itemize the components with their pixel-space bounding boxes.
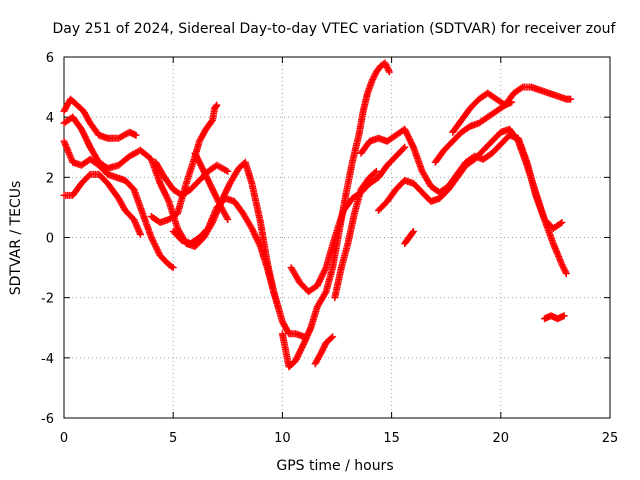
x-tick-label: 0 (60, 431, 68, 446)
data-point (213, 101, 221, 109)
data-point (224, 215, 232, 223)
data-point (136, 230, 144, 238)
data-point (567, 95, 575, 103)
data-point (409, 227, 417, 235)
y-tick-label: 4 (46, 111, 54, 126)
data-point (321, 265, 329, 273)
data-point (329, 333, 337, 341)
data-point (224, 167, 232, 175)
data-point (321, 289, 329, 297)
data-point (385, 67, 393, 75)
data-point (223, 214, 231, 222)
data-point (562, 268, 570, 276)
data-points (60, 59, 575, 371)
y-axis-label: SDTVAR / TECUs (8, 181, 24, 296)
data-point (508, 98, 516, 106)
x-tick-label: 10 (274, 431, 291, 446)
data-point (560, 312, 568, 320)
data-point (212, 102, 220, 110)
data-point (409, 229, 417, 237)
y-tick-label: -4 (41, 352, 54, 367)
y-tick-label: -6 (41, 412, 54, 427)
data-point (371, 169, 379, 177)
x-tick-label: 25 (602, 431, 619, 446)
x-axis-ticks: 0 5 10 15 20 25 (60, 57, 618, 446)
data-point (164, 196, 172, 204)
x-axis-label: GPS time / hours (276, 458, 393, 474)
data-point (399, 145, 407, 153)
y-axis-ticks: -6 -4 -2 0 2 4 6 (41, 51, 610, 427)
data-point (168, 263, 176, 271)
data-point (327, 334, 335, 342)
x-tick-label: 15 (383, 431, 400, 446)
x-tick-label: 5 (169, 431, 177, 446)
x-tick-label: 20 (493, 431, 510, 446)
y-tick-label: -2 (41, 292, 54, 307)
data-point (385, 68, 393, 76)
y-tick-label: 0 (46, 232, 54, 247)
data-point (562, 270, 570, 278)
data-point (132, 131, 140, 139)
y-tick-label: 6 (46, 51, 54, 66)
data-point (409, 142, 417, 150)
data-point (256, 241, 264, 249)
data-point (517, 84, 525, 92)
data-point (274, 303, 282, 311)
chart-title: Day 251 of 2024, Sidereal Day-to-day VTE… (53, 21, 617, 37)
data-point (401, 143, 409, 151)
data-point (556, 219, 564, 227)
data-point (372, 167, 380, 175)
data-point (169, 264, 177, 272)
data-point (222, 166, 230, 174)
y-tick-label: 2 (46, 171, 54, 186)
data-point (558, 218, 566, 226)
